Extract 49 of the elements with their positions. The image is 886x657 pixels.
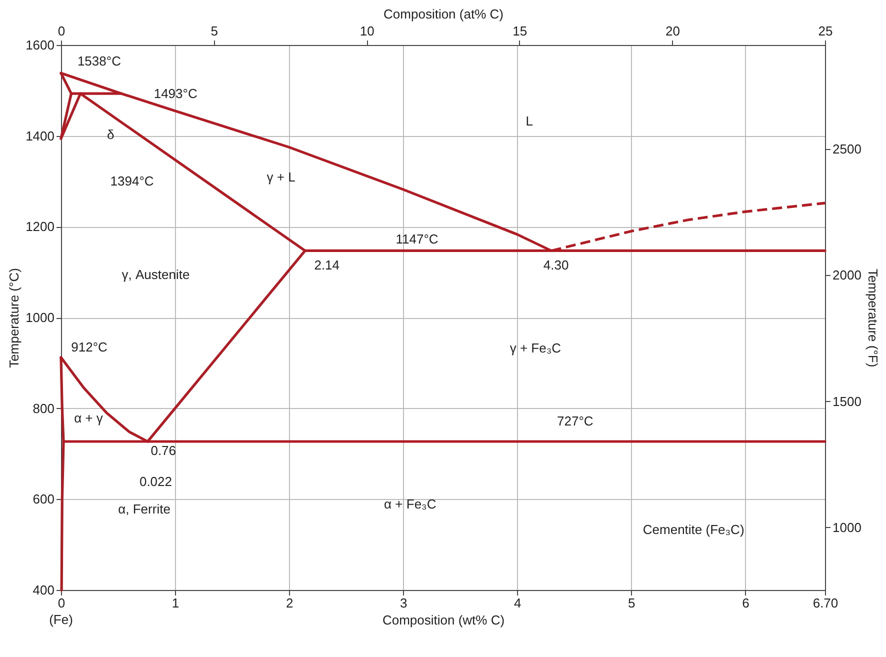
annotation: 0.76 bbox=[150, 443, 176, 458]
annotation: γ + L bbox=[266, 169, 296, 184]
x2-tick-label: 20 bbox=[665, 24, 680, 38]
annotation: α + γ bbox=[74, 410, 104, 426]
annotation: α, Ferrite bbox=[118, 501, 170, 516]
x-tick-label: 5 bbox=[628, 596, 636, 610]
y2-tick-label: 2500 bbox=[832, 141, 862, 156]
y-axis-title: Temperature (°C) bbox=[6, 268, 22, 368]
y-tick-label: 600 bbox=[32, 492, 54, 507]
y-tick-label: 400 bbox=[32, 582, 54, 598]
y-tick-label: 1200 bbox=[26, 219, 54, 234]
y2-tick-label: 1500 bbox=[832, 394, 862, 409]
x-tick-label: 1 bbox=[172, 596, 180, 610]
y-tick-label: 1600 bbox=[26, 38, 54, 52]
text: (Fe) bbox=[49, 612, 73, 627]
y2-tick-label: 1000 bbox=[832, 520, 862, 535]
x-tick-label: 4 bbox=[514, 596, 522, 610]
annotation: 1394°C bbox=[110, 173, 154, 188]
x-tick-label: 6.70 bbox=[812, 596, 838, 610]
x2-tick-label: 10 bbox=[360, 24, 374, 38]
y2-tick-label: 2000 bbox=[832, 268, 862, 283]
y2-axis-title: Temperature (°F) bbox=[865, 268, 880, 368]
y-tick-label: 1000 bbox=[26, 310, 54, 325]
annotation: 4.30 bbox=[543, 258, 569, 273]
annotation: γ + Fe₃C bbox=[510, 340, 562, 356]
annotation: L bbox=[526, 113, 533, 128]
x2-tick-label: 0 bbox=[58, 24, 66, 38]
x-tick-label: 2 bbox=[286, 596, 294, 610]
x2-tick-label: 25 bbox=[818, 24, 833, 38]
y-tick-label: 1400 bbox=[26, 128, 54, 144]
annotation: 0.022 bbox=[139, 474, 172, 490]
x-tick-label: 6 bbox=[742, 596, 750, 610]
annotation: Cementite (Fe₃C) bbox=[642, 522, 744, 538]
annotation: 912°C bbox=[71, 339, 108, 354]
x2-tick-label: 5 bbox=[210, 24, 218, 38]
annotation: α + Fe₃C bbox=[384, 496, 436, 512]
annotation: δ bbox=[107, 126, 114, 142]
x-tick-label: 3 bbox=[400, 596, 408, 610]
y-tick-label: 800 bbox=[32, 400, 54, 416]
annotation: 1493°C bbox=[154, 86, 198, 102]
annotation: 1147°C bbox=[396, 232, 438, 247]
annotation: γ, Austenite bbox=[122, 266, 190, 282]
annotation: 727°C bbox=[557, 414, 594, 429]
x2-axis-title: Composition (at% C) bbox=[384, 6, 504, 22]
x-axis-title: Composition (wt% C) bbox=[382, 612, 505, 628]
annotation: 2.14 bbox=[314, 258, 340, 273]
x2-tick-label: 15 bbox=[512, 24, 528, 38]
annotation: 1538°C bbox=[77, 53, 121, 68]
x-tick-label: 0 bbox=[58, 596, 66, 610]
